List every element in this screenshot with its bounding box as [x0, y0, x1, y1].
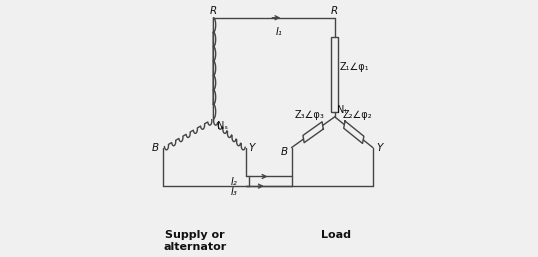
Text: R: R [210, 6, 217, 16]
Text: I₂: I₂ [231, 177, 237, 187]
Text: I₃: I₃ [231, 187, 237, 197]
Text: Load: Load [321, 230, 351, 240]
Text: Supply or
alternator: Supply or alternator [164, 230, 226, 252]
Text: Nₛ: Nₛ [217, 121, 228, 131]
Text: R: R [331, 6, 338, 16]
Text: B: B [152, 143, 159, 153]
Text: Z₁∠φ₁: Z₁∠φ₁ [340, 62, 370, 72]
Text: B: B [281, 148, 288, 158]
Text: Z₂∠φ₂: Z₂∠φ₂ [343, 110, 372, 120]
Text: I₁: I₁ [275, 27, 282, 37]
Text: Y: Y [249, 143, 255, 153]
Text: Nₗ: Nₗ [337, 105, 346, 115]
Text: Z₃∠φ₃: Z₃∠φ₃ [294, 110, 324, 120]
Text: Y: Y [376, 143, 383, 153]
